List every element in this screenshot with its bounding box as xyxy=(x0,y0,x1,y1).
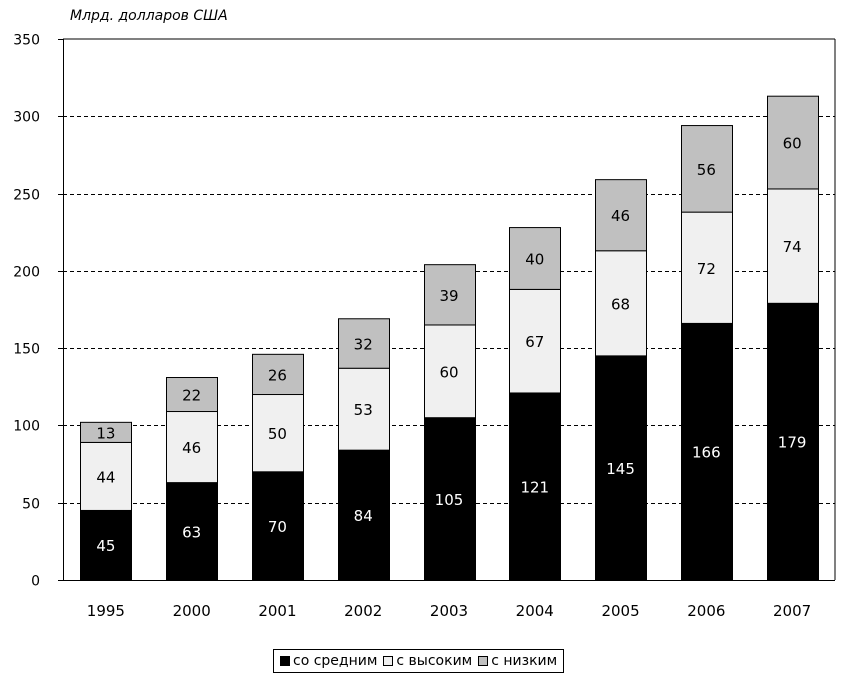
data-label: 166 xyxy=(692,444,721,462)
bar-segment xyxy=(338,318,390,369)
bar-segment xyxy=(509,392,561,581)
y-tick-label: 50 xyxy=(22,497,40,513)
x-tick-label: 2002 xyxy=(344,602,382,620)
x-tick-label: 2006 xyxy=(687,602,725,620)
data-label: 60 xyxy=(439,363,458,381)
data-label: 60 xyxy=(783,135,802,153)
bar-segment xyxy=(767,188,819,304)
y-tick-label: 300 xyxy=(13,110,40,126)
data-label: 179 xyxy=(778,434,807,452)
data-label: 72 xyxy=(697,260,716,278)
bar-segment xyxy=(338,367,390,451)
data-label: 26 xyxy=(268,366,287,384)
x-tick-label: 2004 xyxy=(516,602,554,620)
y-tick-label: 150 xyxy=(13,342,40,358)
bar-segment xyxy=(595,250,647,357)
data-label: 145 xyxy=(606,460,635,478)
bar-segment xyxy=(595,355,647,581)
x-tick-label: 1995 xyxy=(87,602,125,620)
data-label: 67 xyxy=(525,333,544,351)
y-tick-label: 0 xyxy=(31,574,40,590)
bar-segment xyxy=(595,179,647,252)
data-label: 56 xyxy=(697,161,716,179)
bar-segment xyxy=(80,441,132,511)
data-label: 46 xyxy=(182,439,201,457)
bar-segment xyxy=(338,449,390,581)
y-unit-label: Млрд. долларов США xyxy=(70,8,228,24)
data-label: 121 xyxy=(520,478,549,496)
y-tick-label: 200 xyxy=(13,265,40,281)
x-tick-label: 2003 xyxy=(430,602,468,620)
bar-segment xyxy=(681,322,733,581)
data-label: 63 xyxy=(182,523,201,541)
legend-item-high: с высоким xyxy=(383,653,472,669)
data-label: 40 xyxy=(525,250,544,268)
y-tick-label: 350 xyxy=(13,33,40,49)
data-label: 44 xyxy=(96,468,115,486)
bar-segment xyxy=(509,288,561,394)
y-tick-label: 250 xyxy=(13,188,40,204)
bar-segment xyxy=(80,421,132,443)
stacked-bar-chart: 0501001502002503003504544131995634622200… xyxy=(13,33,836,620)
bar-segment xyxy=(166,411,218,484)
data-label: 105 xyxy=(435,491,464,509)
bar-segment xyxy=(509,227,561,290)
bar-segment xyxy=(166,377,218,413)
bar-segment xyxy=(767,95,819,190)
x-tick-label: 2001 xyxy=(258,602,296,620)
legend-item-medium: со средним xyxy=(280,653,377,669)
data-label: 45 xyxy=(96,537,115,555)
legend-swatch-medium xyxy=(280,656,290,666)
data-label: 74 xyxy=(783,238,802,256)
x-tick-label: 2007 xyxy=(773,602,811,620)
legend-swatch-high xyxy=(383,656,394,666)
bar-segment xyxy=(252,471,304,581)
bar-segment xyxy=(166,482,218,581)
data-label: 70 xyxy=(268,518,287,536)
data-label: 84 xyxy=(354,507,373,525)
y-tick-label: 100 xyxy=(13,419,40,435)
bar-segment xyxy=(681,125,733,213)
bar-segment xyxy=(252,353,304,396)
data-label: 13 xyxy=(96,424,115,442)
bar-segment xyxy=(681,211,733,324)
data-label: 68 xyxy=(611,295,630,313)
data-label: 46 xyxy=(611,207,630,225)
x-tick-label: 2005 xyxy=(601,602,639,620)
legend-label-low: с низким xyxy=(491,653,558,669)
data-label: 50 xyxy=(268,425,287,443)
legend-label-high: с высоким xyxy=(396,653,473,669)
bar-segment xyxy=(767,302,819,581)
data-label: 32 xyxy=(354,336,373,354)
legend-label-medium: со средним xyxy=(293,653,378,669)
data-label: 22 xyxy=(182,387,201,405)
bar-segment xyxy=(424,417,476,581)
legend: со средним с высоким с низким xyxy=(273,649,565,673)
x-tick-label: 2000 xyxy=(173,602,211,620)
bar-segment xyxy=(424,324,476,419)
legend-item-low: с низким xyxy=(478,653,557,669)
data-label: 39 xyxy=(439,287,458,305)
legend-swatch-low xyxy=(478,656,489,666)
data-label: 53 xyxy=(354,401,373,419)
bar-segment xyxy=(424,264,476,326)
